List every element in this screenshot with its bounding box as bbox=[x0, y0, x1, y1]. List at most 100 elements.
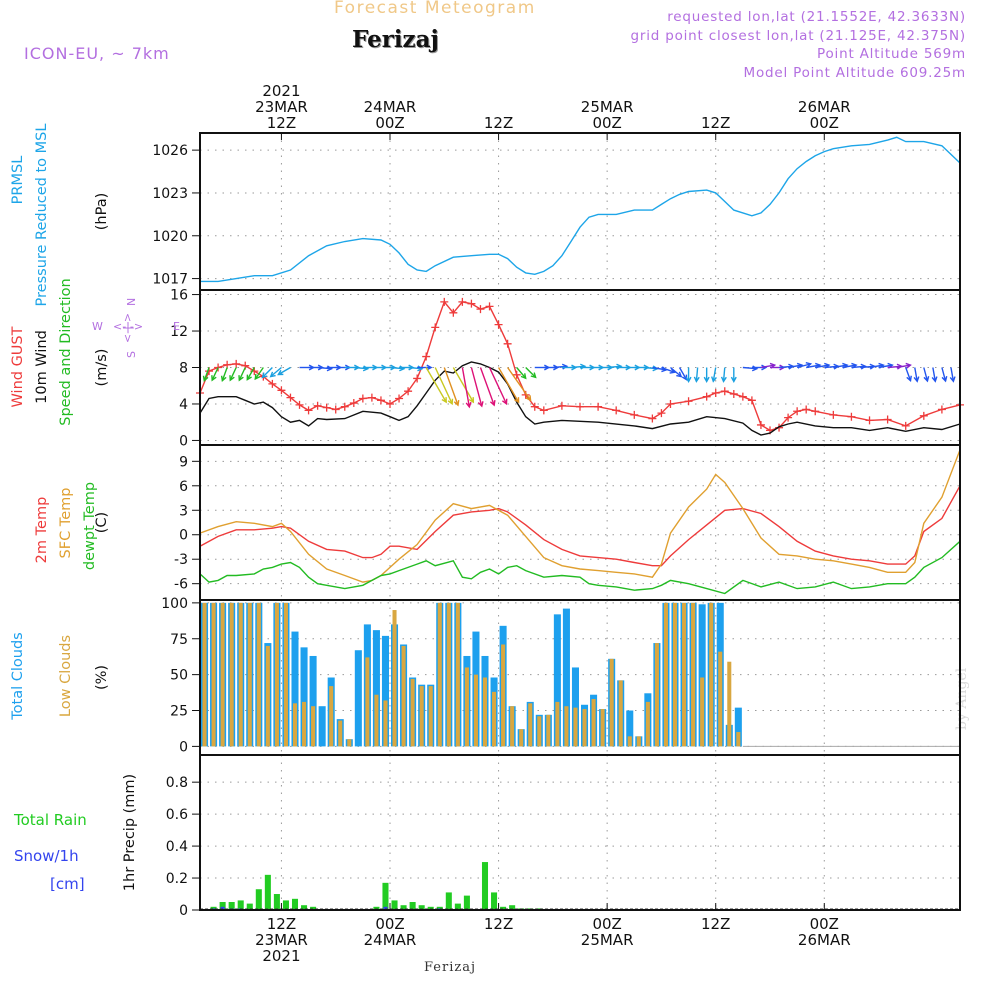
wind-direction-arrow bbox=[652, 366, 667, 371]
y-tick-label: 4 bbox=[179, 397, 188, 413]
low-cloud-bar bbox=[256, 602, 261, 747]
low-cloud-bar bbox=[618, 680, 623, 747]
wind-direction-arrow bbox=[796, 363, 811, 369]
low-cloud-bar bbox=[347, 739, 352, 747]
low-cloud-bar bbox=[338, 720, 343, 747]
wind-arrow-head bbox=[211, 375, 217, 382]
y-tick-label: 0.2 bbox=[166, 871, 188, 887]
gust-marker bbox=[277, 386, 286, 395]
compass-north: N bbox=[125, 298, 138, 306]
wind-direction-arrow bbox=[695, 367, 699, 382]
low-cloud-bar bbox=[582, 709, 587, 747]
y-axis-label: (C) bbox=[94, 512, 110, 533]
wind-direction-arrow bbox=[851, 365, 866, 369]
wind-direction-arrow bbox=[923, 367, 929, 382]
requested-coords: requested lon,lat (21.1552E, 42.3633N) bbox=[667, 9, 966, 25]
model-label: ICON-EU, ~ 7km bbox=[24, 44, 170, 63]
gust-marker bbox=[358, 394, 367, 403]
wind-direction-arrow bbox=[389, 366, 405, 370]
time-label-top: 00Z bbox=[810, 114, 839, 132]
wind-arrow-head bbox=[923, 375, 930, 383]
chart-watermark-title: Forecast Meteogram bbox=[334, 0, 536, 18]
gust-marker bbox=[386, 399, 394, 408]
rain-bar bbox=[427, 906, 434, 910]
low-cloud-bar bbox=[238, 602, 243, 747]
rain-bar bbox=[373, 906, 380, 910]
time-label-bottom: 00Z bbox=[375, 915, 404, 933]
time-label-top: 25MAR bbox=[581, 98, 634, 116]
gust-marker bbox=[648, 414, 657, 423]
wind-direction-arrow bbox=[742, 366, 757, 370]
low-cloud-bar bbox=[428, 686, 433, 747]
time-label-bottom: 25MAR bbox=[581, 931, 634, 949]
y-tick-label: 25 bbox=[170, 704, 188, 720]
wind-arrow-head bbox=[906, 375, 912, 383]
total-cloud-bar bbox=[562, 608, 570, 747]
low-cloud-bar bbox=[727, 661, 732, 747]
y-tick-label: 0 bbox=[179, 739, 188, 755]
wind-direction-arrow bbox=[443, 367, 459, 406]
rain-bar bbox=[237, 900, 244, 910]
panel-title-snow-unit: [cm] bbox=[50, 875, 85, 893]
low-cloud-bar bbox=[473, 674, 478, 747]
wind-direction-arrow bbox=[238, 367, 246, 381]
rain-bar bbox=[491, 892, 498, 910]
y-tick-label: 50 bbox=[170, 668, 188, 684]
low-cloud-bar bbox=[392, 610, 397, 747]
wind-arrow-head bbox=[730, 376, 737, 383]
y-tick-label: 12 bbox=[170, 324, 188, 340]
wind-direction-arrow bbox=[950, 367, 955, 382]
total-cloud-bar bbox=[372, 630, 380, 747]
wind-direction-arrow bbox=[760, 364, 775, 369]
low-cloud-bar bbox=[220, 602, 225, 747]
gust-marker bbox=[376, 396, 385, 405]
wind-direction-arrow bbox=[203, 367, 210, 381]
low-cloud-bar bbox=[374, 694, 379, 747]
time-label-bottom: 12Z bbox=[484, 915, 513, 933]
y-tick-label: -6 bbox=[174, 577, 188, 593]
total-cloud-bar bbox=[309, 655, 317, 747]
gust-marker bbox=[476, 305, 485, 314]
wind-arrow-head bbox=[277, 369, 284, 376]
y-tick-label: 0.4 bbox=[166, 839, 188, 855]
gust-marker bbox=[295, 400, 304, 409]
low-cloud-bar bbox=[510, 706, 515, 747]
low-cloud-bar bbox=[274, 602, 279, 747]
gust-marker bbox=[775, 423, 784, 432]
wind-direction-arrow bbox=[497, 367, 520, 403]
compass-east: E bbox=[173, 320, 180, 333]
wind-arrow-head bbox=[525, 395, 532, 402]
low-cloud-bar bbox=[600, 709, 605, 747]
rain-bar bbox=[291, 898, 299, 910]
y-tick-label: 100 bbox=[161, 596, 188, 612]
low-cloud-bar bbox=[591, 699, 596, 747]
wind-direction-arrow bbox=[905, 367, 912, 381]
panel-title-snow: Snow/1h bbox=[14, 847, 79, 865]
gust-marker bbox=[395, 394, 404, 403]
panel-title-gust: Wind GUST bbox=[10, 326, 26, 407]
gust-marker bbox=[539, 406, 548, 415]
low-cloud-bar bbox=[419, 686, 424, 747]
wind-arrow-head bbox=[229, 375, 235, 382]
wind-arrow-head bbox=[530, 372, 537, 379]
panel-title-pressure: Pressure Reduced to MSL bbox=[34, 124, 50, 307]
low-cloud-bar bbox=[501, 644, 506, 747]
y-tick-label: 1020 bbox=[152, 229, 188, 245]
point-altitude: Point Altitude 569m bbox=[817, 46, 966, 62]
gust-marker bbox=[919, 411, 928, 420]
gust-marker bbox=[865, 416, 874, 425]
wind-direction-arrow bbox=[425, 367, 447, 403]
wind-direction-arrow bbox=[869, 364, 884, 369]
grid-point-coords: grid point closest lon,lat (21.125E, 42.… bbox=[630, 28, 966, 44]
gust-marker bbox=[232, 359, 241, 368]
wind-direction-arrow bbox=[254, 367, 264, 380]
time-label-bottom: 12Z bbox=[701, 915, 730, 933]
rain-bar bbox=[246, 903, 253, 910]
low-cloud-bar bbox=[718, 651, 723, 747]
wind-direction-arrow bbox=[452, 367, 474, 403]
gust-marker bbox=[883, 415, 892, 424]
gust-marker bbox=[729, 389, 738, 398]
wind-direction-arrow bbox=[525, 367, 537, 378]
low-cloud-bar bbox=[383, 700, 388, 747]
wind-direction-arrow bbox=[488, 367, 508, 405]
